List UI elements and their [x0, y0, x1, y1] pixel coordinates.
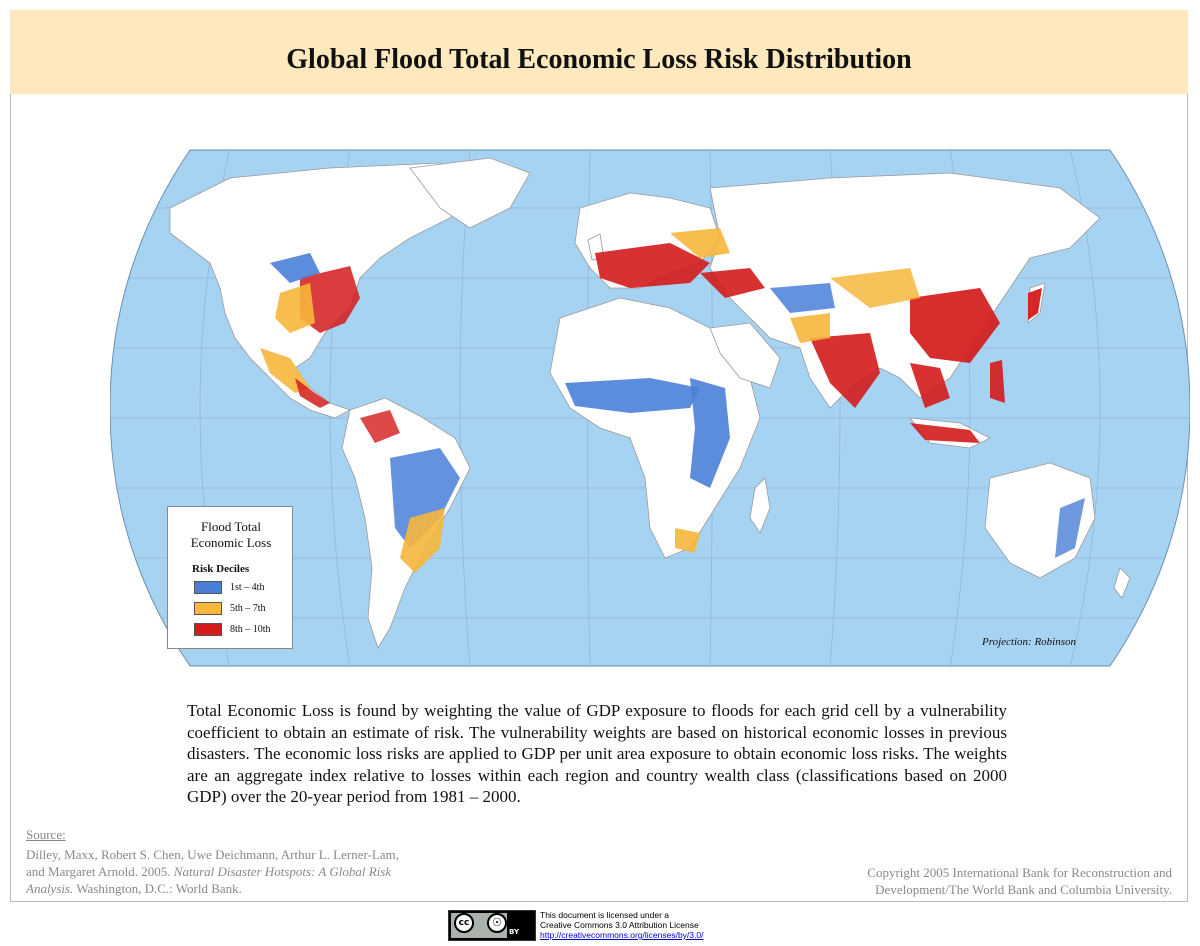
source-label: Source:: [26, 827, 66, 842]
legend-swatch-high: [194, 623, 222, 636]
risk-high-india: [810, 333, 880, 408]
risk-high-south-america: [360, 410, 400, 443]
legend-title: Flood Total Economic Loss: [168, 519, 294, 551]
source-publisher: Washington, D.C.: World Bank.: [76, 881, 242, 896]
by-label: BY: [509, 928, 520, 936]
world-map: [110, 149, 1190, 667]
risk-low-south-america: [390, 448, 460, 548]
projection-label: Projection: Robinson: [982, 636, 1076, 648]
risk-medium-south-africa: [675, 528, 700, 553]
map-title: Global Flood Total Economic Loss Risk Di…: [286, 44, 912, 75]
risk-overlay: [260, 228, 1085, 573]
risk-high-europe: [595, 243, 710, 288]
legend-swatch-medium: [194, 602, 222, 615]
license-text: This document is licensed under a Creati…: [540, 910, 703, 940]
arabian-peninsula: [709, 322, 781, 389]
map-legend: Flood Total Economic Loss Risk Deciles 1…: [167, 506, 293, 649]
risk-high-china: [910, 288, 1000, 363]
legend-label-medium: 5th – 7th: [230, 603, 266, 614]
risk-high-japan: [1028, 288, 1042, 320]
source-text: Dilley, Maxx, Robert S. Chen, Uwe Deichm…: [26, 847, 399, 879]
risk-medium-europe: [670, 228, 730, 258]
risk-high-philippines: [990, 360, 1005, 403]
title-band: Global Flood Total Economic Loss Risk Di…: [10, 10, 1188, 94]
risk-high-turkey: [700, 268, 765, 298]
risk-high-usa: [300, 266, 360, 333]
legend-title-line1: Flood Total: [201, 519, 261, 534]
cc-icon: cc: [454, 913, 474, 933]
risk-low-canada: [270, 253, 320, 283]
map-description: Total Economic Loss is found by weightin…: [187, 701, 1007, 806]
greenland: [409, 157, 531, 229]
risk-low-east-africa: [690, 378, 730, 488]
madagascar: [749, 477, 771, 534]
license-line2: Creative Commons 3.0 Attribution License: [540, 920, 699, 930]
license-block: cc ☉ BY This document is licensed under …: [448, 910, 748, 942]
legend-swatch-low: [194, 581, 222, 594]
legend-subtitle: Risk Deciles: [192, 563, 250, 575]
risk-low-sahel: [565, 378, 700, 413]
risk-low-australia: [1055, 498, 1085, 558]
cc-by-badge[interactable]: cc ☉ BY: [448, 910, 536, 941]
license-line1: This document is licensed under a: [540, 910, 669, 920]
legend-label-low: 1st – 4th: [230, 582, 265, 593]
risk-high-central-america: [295, 378, 330, 408]
risk-high-indonesia: [910, 423, 980, 443]
license-link[interactable]: http://creativecommons.org/licenses/by/3…: [540, 930, 704, 940]
risk-medium-usa: [275, 283, 315, 333]
risk-medium-south-asia: [790, 313, 830, 343]
legend-title-line2: Economic Loss: [190, 535, 272, 550]
risk-low-central-asia: [770, 283, 835, 313]
source-citation: Source: Dilley, Maxx, Robert S. Chen, Uw…: [26, 826, 406, 897]
copyright-notice: Copyright 2005 International Bank for Re…: [867, 865, 1172, 897]
attribution-person-icon: ☉: [487, 913, 507, 933]
risk-medium-south-america: [400, 508, 445, 573]
legend-label-high: 8th – 10th: [230, 624, 271, 635]
risk-medium-central-asia: [830, 268, 920, 308]
source-title: Natural Disaster Hotspots: A Global Risk…: [26, 864, 392, 896]
new-zealand: [1113, 567, 1131, 599]
risk-high-southeast-asia: [910, 363, 950, 408]
